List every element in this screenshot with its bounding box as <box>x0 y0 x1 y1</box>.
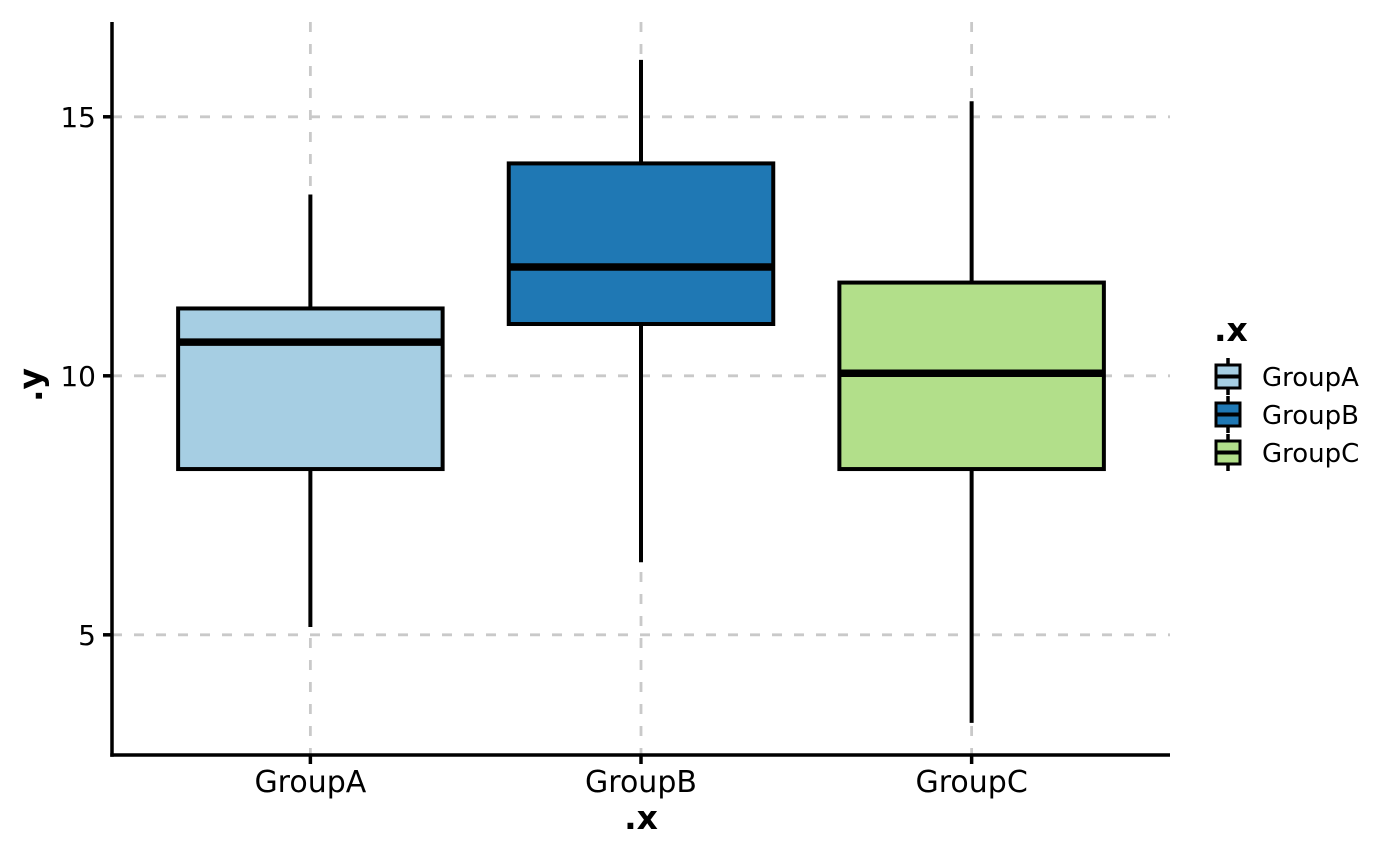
y-tick-label-5: 5 <box>78 619 96 652</box>
legend-keys <box>1214 358 1242 471</box>
legend-label-groupa: GroupA <box>1262 363 1359 393</box>
y-tick-label-15: 15 <box>60 101 96 134</box>
y-axis-title: .y <box>11 368 50 402</box>
x-category-label-groupa: GroupA <box>254 765 366 800</box>
legend-label-groupc: GroupC <box>1262 439 1359 469</box>
x-category-label-groupb: GroupB <box>585 765 697 800</box>
boxes <box>176 59 1106 723</box>
axes <box>103 22 1170 764</box>
legend-key-groupa <box>1214 358 1242 395</box>
x-category-label-groupc: GroupC <box>915 765 1027 800</box>
legend-key-groupb <box>1214 396 1242 433</box>
box-groupa <box>176 306 445 472</box>
box-groupb <box>506 161 776 327</box>
legend-label-groupb: GroupB <box>1262 401 1359 431</box>
y-tick-label-10: 10 <box>60 360 96 393</box>
legend-title: .x <box>1214 310 1248 349</box>
axis-labels: 5 10 15 GroupA GroupB GroupC <box>60 101 1027 800</box>
legend-key-groupc <box>1214 434 1242 471</box>
x-axis-title: .x <box>624 798 658 837</box>
legend: .x GroupA GroupB GroupC <box>1214 310 1359 471</box>
